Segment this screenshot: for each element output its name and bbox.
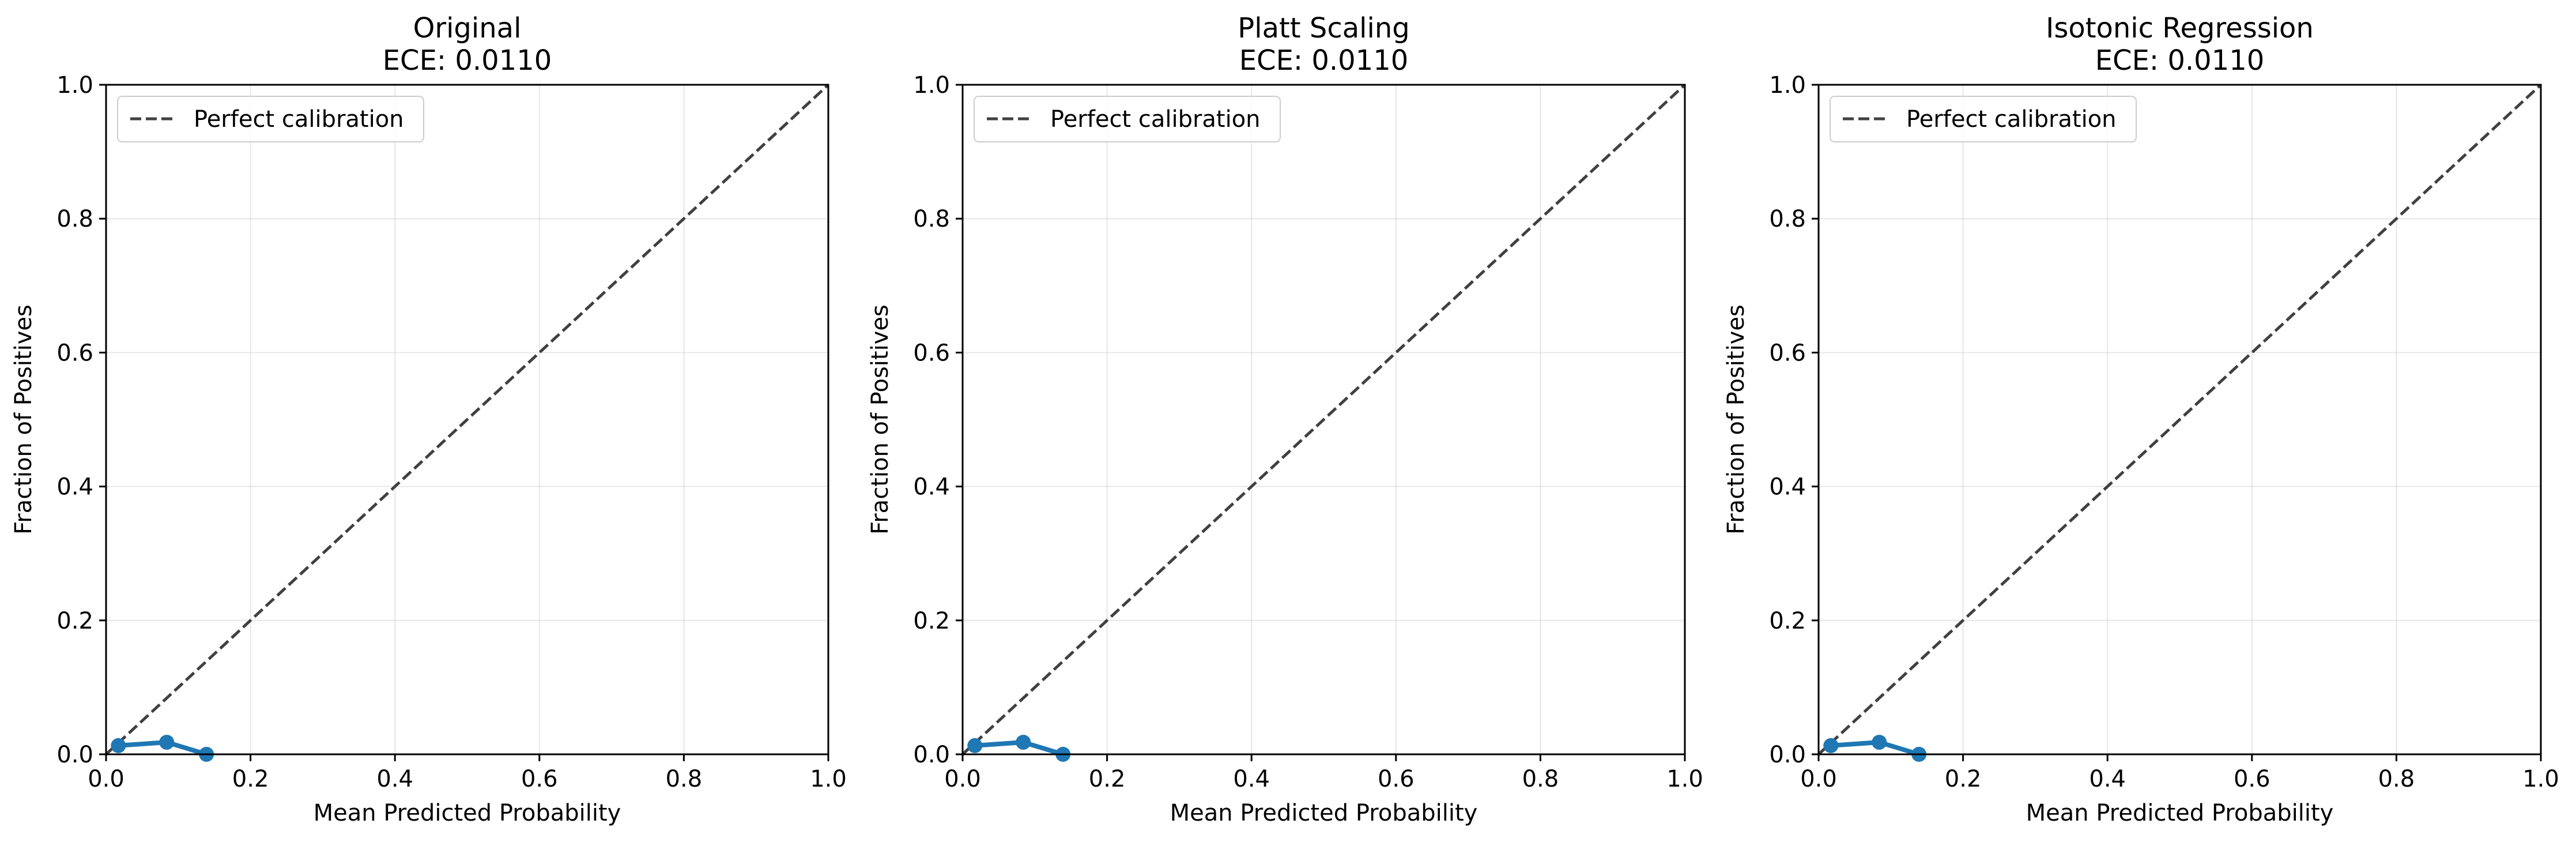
subplot-title: Platt Scaling ECE: 0.0110 bbox=[1238, 12, 1409, 77]
x-tick-label: 0.4 bbox=[1233, 766, 1270, 792]
legend-label: Perfect calibration bbox=[1050, 106, 1261, 133]
legend: Perfect calibration bbox=[974, 96, 1281, 142]
legend-label: Perfect calibration bbox=[1906, 106, 2117, 133]
x-tick-label: 0.8 bbox=[1522, 766, 1559, 792]
x-tick-label: 0.4 bbox=[376, 766, 413, 792]
y-tick-label: 0.4 bbox=[913, 474, 950, 501]
legend-box bbox=[1830, 96, 2137, 142]
y-axis-label: Fraction of Positives bbox=[867, 304, 893, 535]
y-tick-label: 0.8 bbox=[913, 206, 950, 232]
y-tick-label: 0.8 bbox=[56, 206, 93, 232]
y-tick-label: 0.2 bbox=[1769, 608, 1806, 634]
axes-frame bbox=[105, 84, 829, 755]
x-tick-label: 0.6 bbox=[2234, 766, 2270, 792]
y-tick-label: 0.0 bbox=[56, 742, 93, 768]
x-tick-label: 0.6 bbox=[521, 766, 558, 792]
legend-box bbox=[974, 96, 1281, 142]
y-tick-label: 1.0 bbox=[56, 72, 93, 99]
subplot-title: Original ECE: 0.0110 bbox=[383, 12, 552, 77]
subplot-1: Original ECE: 0.0110 0.0 0.2 0.4 0.6 0.8 1.0 0.0… bbox=[10, 12, 847, 826]
calibration-point bbox=[1016, 735, 1031, 750]
x-tick-label: 0.6 bbox=[1378, 766, 1415, 792]
y-tick-label: 0.0 bbox=[913, 742, 950, 768]
x-axis-label: Mean Predicted Probability bbox=[1170, 800, 1478, 826]
legend-label: Perfect calibration bbox=[194, 106, 404, 133]
perfect-calibration-line bbox=[961, 84, 1686, 755]
x-tick-label: 1.0 bbox=[1666, 766, 1703, 792]
x-tick-label: 1.0 bbox=[2522, 766, 2559, 792]
calibration-point bbox=[159, 735, 175, 750]
subplot-title-line: Original bbox=[413, 12, 522, 44]
y-tick-label: 0.4 bbox=[56, 474, 93, 501]
subplot-title-line: Platt Scaling bbox=[1238, 12, 1409, 44]
y-axis-label: Fraction of Positives bbox=[1723, 304, 1749, 535]
x-tick-label: 0.0 bbox=[944, 766, 981, 792]
subplot-2: Platt Scaling ECE: 0.0110 0.0 0.2 0.4 0.6 0.8 1… bbox=[867, 12, 1703, 826]
y-tick-label: 1.0 bbox=[1769, 72, 1806, 99]
subplot-title-line: ECE: 0.0110 bbox=[383, 44, 552, 77]
calibration-point bbox=[111, 738, 126, 753]
axes-frame bbox=[961, 84, 1686, 755]
x-tick-label: 1.0 bbox=[810, 766, 847, 792]
x-tick-label: 0.8 bbox=[666, 766, 703, 792]
calibration-point bbox=[967, 738, 983, 753]
y-tick-label: 0.2 bbox=[913, 608, 950, 634]
subplot-title-line: ECE: 0.0110 bbox=[1239, 44, 1409, 77]
y-tick-label: 0.8 bbox=[1769, 206, 1806, 232]
x-tick-label: 0.4 bbox=[2089, 766, 2126, 792]
calibration-point bbox=[1823, 738, 1839, 753]
x-tick-label: 0.2 bbox=[232, 766, 269, 792]
x-tick-label: 0.8 bbox=[2378, 766, 2415, 792]
y-tick-label: 0.6 bbox=[913, 340, 950, 366]
x-axis-label: Mean Predicted Probability bbox=[314, 800, 621, 826]
x-tick-label: 0.2 bbox=[1089, 766, 1126, 792]
x-tick-label: 0.0 bbox=[88, 766, 125, 792]
y-tick-label: 0.0 bbox=[1769, 742, 1806, 768]
y-axis-label: Fraction of Positives bbox=[10, 304, 37, 535]
x-axis-label: Mean Predicted Probability bbox=[2026, 800, 2334, 826]
y-tick-label: 0.4 bbox=[1769, 474, 1806, 501]
perfect-calibration-line bbox=[1817, 84, 2542, 755]
x-tick-label: 0.2 bbox=[1945, 766, 1982, 792]
subplot-title-line: ECE: 0.0110 bbox=[2095, 44, 2265, 77]
subplot-title: Isotonic Regression ECE: 0.0110 bbox=[2046, 12, 2314, 77]
y-tick-label: 0.6 bbox=[1769, 340, 1806, 366]
legend: Perfect calibration bbox=[1830, 96, 2137, 142]
calibration-point bbox=[1872, 735, 1887, 750]
legend: Perfect calibration bbox=[117, 96, 424, 142]
y-tick-label: 0.2 bbox=[56, 608, 93, 634]
subplot-title-line: Isotonic Regression bbox=[2046, 12, 2314, 44]
subplot-3: Isotonic Regression ECE: 0.0110 0.0 0.2 0.4 0… bbox=[1723, 12, 2559, 826]
x-tick-label: 0.0 bbox=[1800, 766, 1837, 792]
axes-frame bbox=[1817, 84, 2542, 755]
legend-box bbox=[117, 96, 424, 142]
y-tick-label: 1.0 bbox=[913, 72, 950, 99]
y-tick-label: 0.6 bbox=[56, 340, 93, 366]
perfect-calibration-line bbox=[105, 84, 829, 755]
